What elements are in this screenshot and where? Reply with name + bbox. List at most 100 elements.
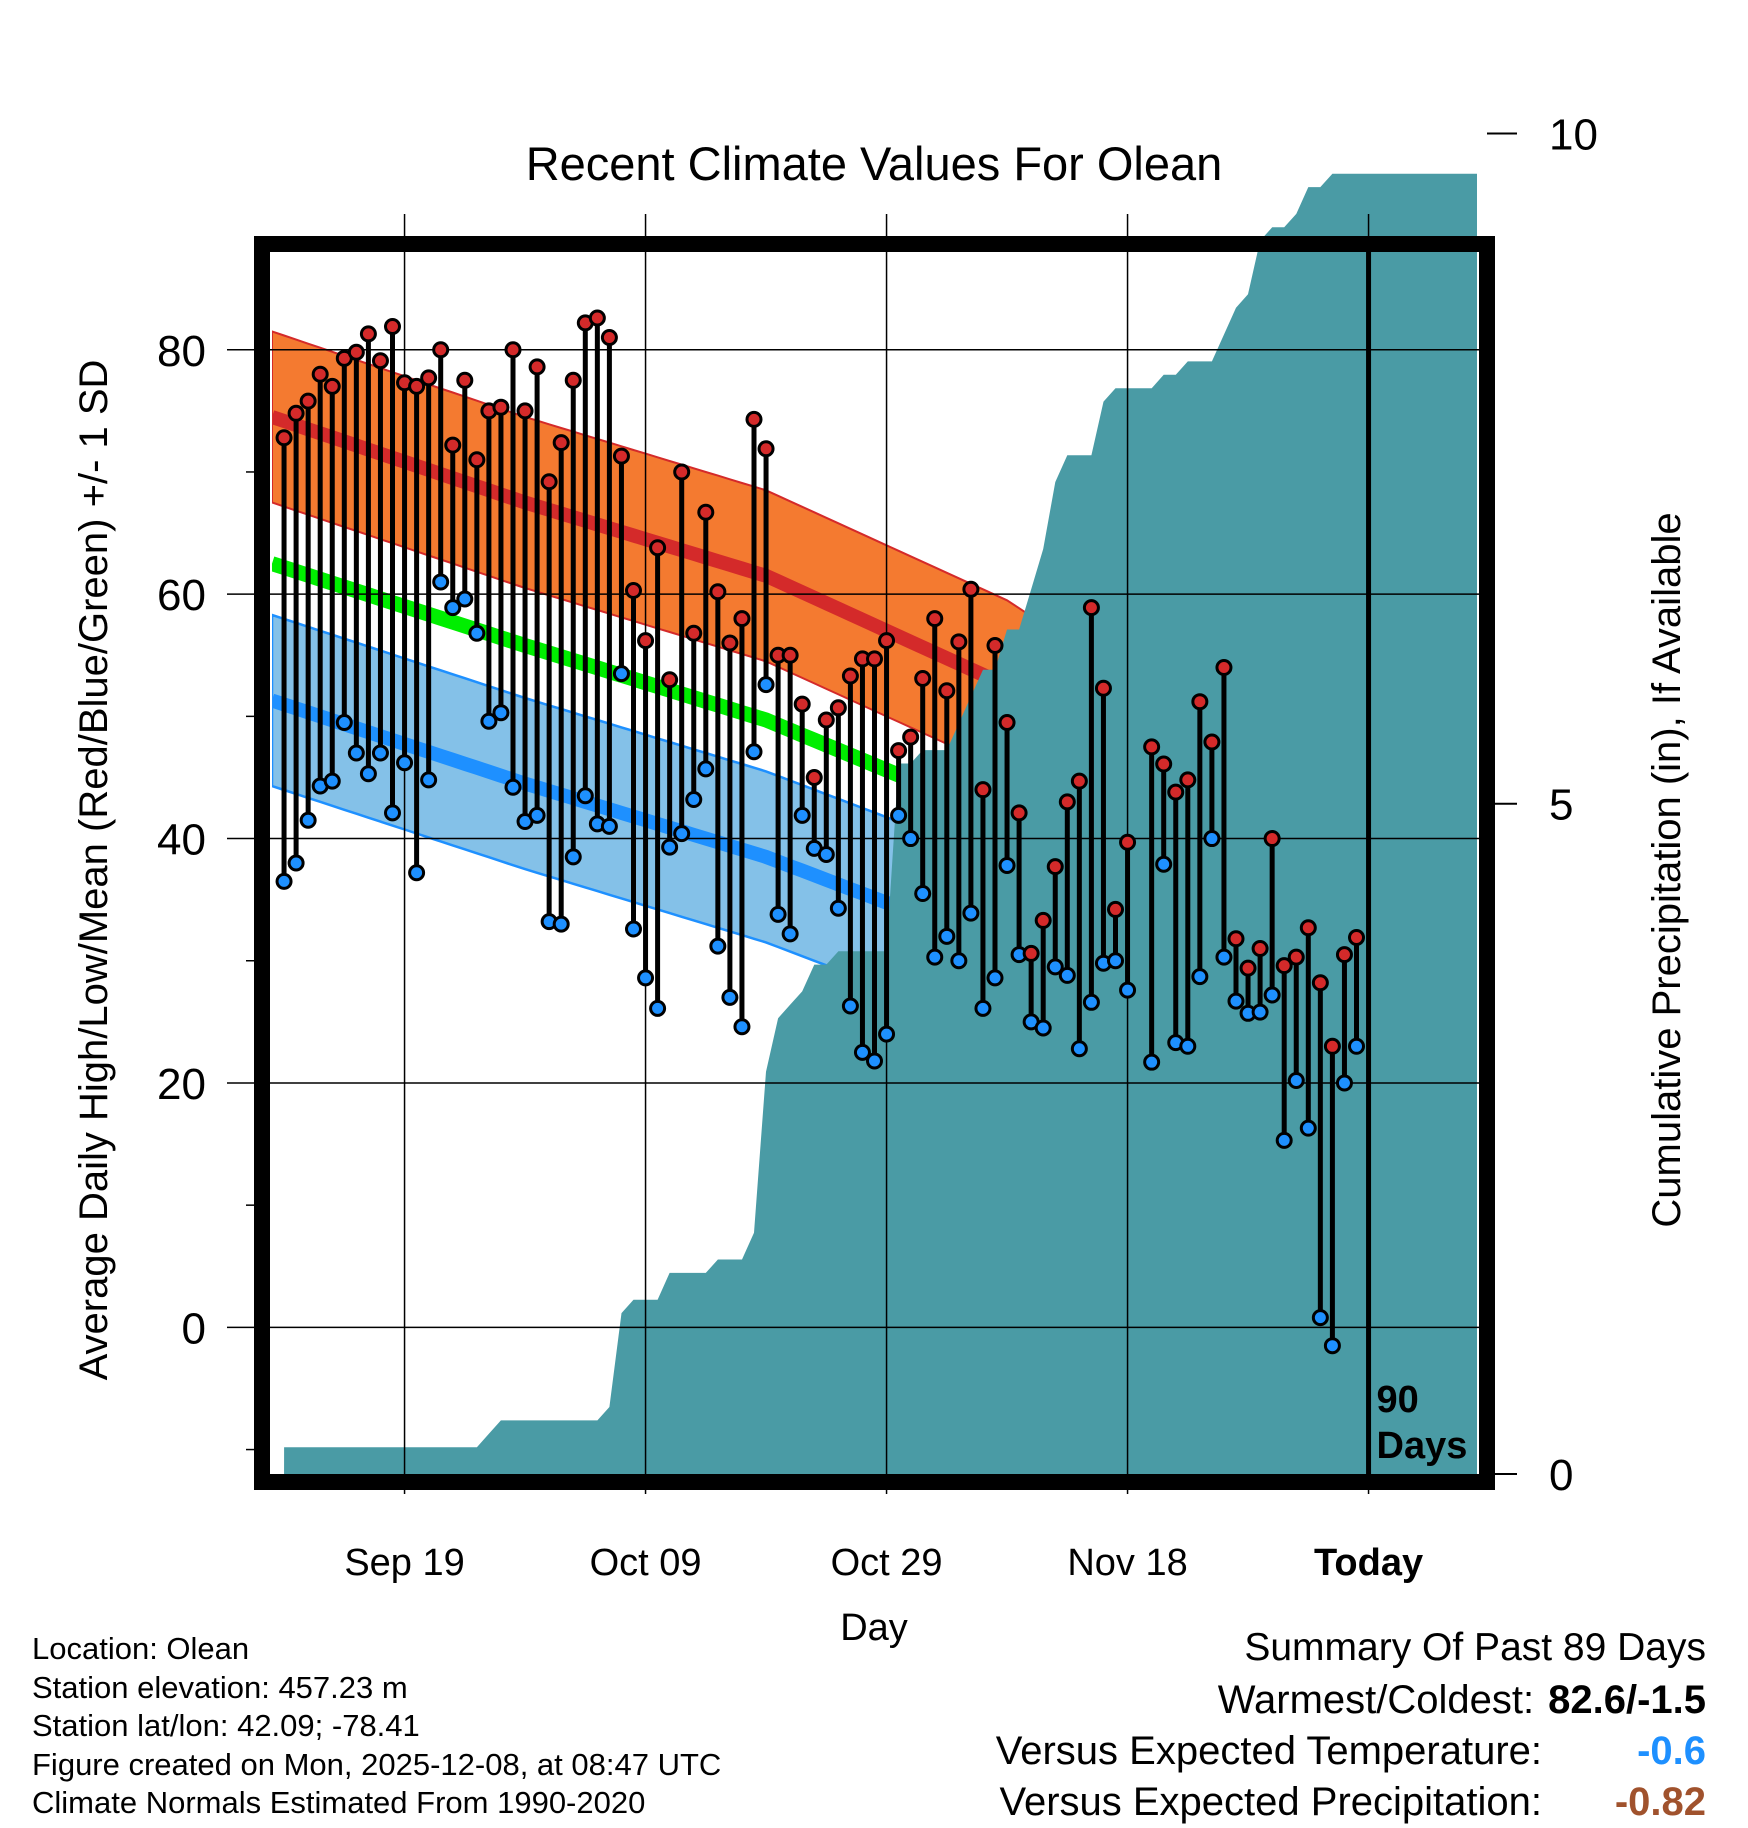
low-point: [1263, 986, 1281, 1004]
low-point: [408, 864, 426, 882]
low-point: [456, 590, 474, 608]
high-point: [986, 636, 1004, 654]
low-point: [1227, 992, 1245, 1010]
high-point: [359, 325, 377, 343]
low-point: [938, 927, 956, 945]
low-point: [468, 624, 486, 642]
low-point: [745, 743, 763, 761]
low-point: [926, 948, 944, 966]
high-point: [528, 358, 546, 376]
summary-temp-row: Versus Expected Temperature: -0.6: [996, 1726, 1706, 1777]
high-point: [1299, 919, 1317, 937]
y-axis-label: Average Daily High/Low/Mean (Red/Blue/Gr…: [72, 360, 116, 1381]
high-point: [420, 369, 438, 387]
latlon-text: Station lat/lon: 42.09; -78.41: [32, 1708, 420, 1743]
low-point: [323, 772, 341, 790]
normals-text: Climate Normals Estimated From 1990-2020: [32, 1785, 646, 1820]
low-point: [637, 969, 655, 987]
temp-value: -0.6: [1637, 1729, 1706, 1773]
high-point: [456, 371, 474, 389]
low-point: [986, 969, 1004, 987]
low-point: [1179, 1037, 1197, 1055]
low-point: [347, 744, 365, 762]
low-point: [420, 771, 438, 789]
high-point: [998, 713, 1016, 731]
high-point: [1022, 944, 1040, 962]
high-point: [817, 711, 835, 729]
high-point: [781, 646, 799, 664]
y-tick-label: 80: [157, 327, 206, 376]
low-point: [769, 905, 787, 923]
high-point: [902, 728, 920, 746]
low-point: [359, 765, 377, 783]
low-point: [444, 599, 462, 617]
high-point: [974, 781, 992, 799]
low-point: [733, 1018, 751, 1036]
high-point: [540, 473, 558, 491]
plot-border: [254, 236, 1495, 1490]
warmest-value: 82.6/-1.5: [1548, 1678, 1706, 1722]
low-point: [480, 712, 498, 730]
low-point: [841, 997, 859, 1015]
high-point: [950, 633, 968, 651]
y-right-tick-label: 0: [1549, 1451, 1573, 1500]
low-point: [275, 872, 293, 890]
high-point: [600, 329, 618, 347]
low-point: [914, 885, 932, 903]
x-tick-label: Sep 19: [344, 1542, 464, 1584]
high-point: [552, 434, 570, 452]
low-point: [649, 999, 667, 1017]
x-tick-label: Oct 29: [831, 1542, 943, 1584]
high-point: [745, 410, 763, 428]
high-point: [1287, 948, 1305, 966]
low-point: [625, 920, 642, 938]
high-point: [673, 463, 691, 481]
low-point: [673, 825, 691, 843]
high-point: [1082, 599, 1100, 617]
low-point: [1034, 1019, 1052, 1037]
elevation-text: Station elevation: 457.23 m: [32, 1669, 408, 1705]
high-point: [637, 632, 655, 650]
low-point: [384, 804, 401, 822]
low-point: [335, 713, 353, 731]
high-point: [1046, 858, 1064, 876]
low-point: [962, 904, 980, 922]
high-point: [938, 682, 956, 700]
low-point: [1203, 830, 1221, 848]
high-point: [1227, 930, 1245, 948]
x-tick-label: Nov 18: [1067, 1542, 1187, 1584]
low-point: [757, 676, 775, 694]
high-point: [1094, 679, 1112, 697]
high-point: [1275, 957, 1293, 975]
low-point: [564, 848, 582, 866]
y-right-tick-label: 10: [1549, 110, 1598, 159]
y-tick-label: 60: [157, 571, 206, 620]
high-point: [649, 539, 667, 557]
high-point: [492, 398, 510, 416]
low-point: [902, 830, 920, 848]
low-point: [576, 787, 594, 805]
high-point: [384, 318, 401, 336]
high-point: [793, 695, 811, 713]
high-point: [829, 699, 847, 717]
high-point: [1203, 733, 1221, 751]
high-point: [1058, 793, 1076, 811]
high-point: [516, 402, 534, 420]
high-point: [661, 671, 679, 689]
low-point: [974, 999, 992, 1017]
low-point: [1335, 1074, 1353, 1092]
high-point: [432, 341, 450, 359]
high-point: [1251, 940, 1269, 958]
high-point: [1167, 783, 1185, 801]
low-point: [721, 988, 739, 1006]
high-point: [1335, 946, 1353, 964]
high-point: [733, 610, 751, 628]
high-point: [1311, 974, 1329, 992]
high-point: [1034, 911, 1052, 929]
low-point: [1058, 966, 1076, 984]
today-days-unit: Days: [1377, 1425, 1468, 1467]
low-point: [299, 811, 317, 829]
high-point: [709, 583, 727, 601]
daily-range-bars: [275, 309, 1365, 1355]
